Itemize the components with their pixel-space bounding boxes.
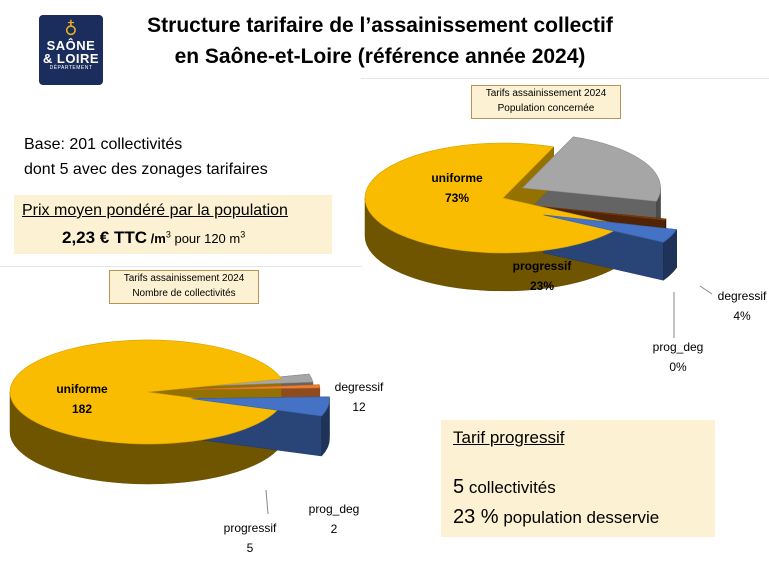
title-line1: Structure tarifaire de l’assainissement … bbox=[147, 14, 613, 37]
pie-label-uniforme: uniforme bbox=[56, 382, 108, 396]
pie-slice-progressif bbox=[521, 136, 661, 202]
pie-slice-degressif bbox=[543, 214, 678, 243]
pie-label-progressif: progressif bbox=[224, 521, 277, 535]
pie-label-uniforme: uniforme bbox=[431, 171, 483, 185]
logo-line2: & LOIRE bbox=[42, 51, 100, 66]
chart2-title-box: Tarifs assainissement 2024 Nombre de col… bbox=[109, 270, 259, 304]
pie-leader-line bbox=[265, 489, 269, 515]
pie-value-degressif: 4% bbox=[733, 309, 751, 323]
divider-top bbox=[361, 78, 769, 79]
pie-label-prog_deg: prog_deg bbox=[653, 340, 704, 354]
logo-line1: SAÔNE bbox=[46, 38, 96, 53]
pie-slice-prog_deg bbox=[181, 384, 321, 391]
price-box: Prix moyen pondéré par la population 2,2… bbox=[14, 195, 332, 254]
chart1-title-box: Tarifs assainissement 2024 Population co… bbox=[471, 85, 621, 119]
progressif-count: 5 collectivités bbox=[453, 476, 556, 499]
pie-value-prog_deg: 0% bbox=[669, 360, 687, 374]
price-unit-a: /m bbox=[150, 231, 166, 246]
base-line1: Base: 201 collectivités bbox=[24, 136, 183, 153]
progressif-pop-num: 23 % bbox=[453, 506, 499, 528]
departement-logo: ♁ SAÔNE & LOIRE DÉPARTEMENT bbox=[39, 15, 103, 85]
price-value-line: 2,23 € TTC /m3 pour 120 m3 bbox=[62, 228, 245, 248]
chart2-title: Tarifs assainissement 2024 bbox=[123, 273, 245, 284]
pie-slice-degressif bbox=[191, 396, 330, 417]
logo-line3: DÉPARTEMENT bbox=[49, 65, 93, 71]
pie-value-uniforme: 182 bbox=[72, 402, 92, 416]
pie-slice-uniforme bbox=[364, 142, 624, 254]
pie-label-degressif: degressif bbox=[718, 289, 767, 303]
pie-slice-prog_deg bbox=[531, 205, 667, 221]
pie-label-progressif: progressif bbox=[513, 259, 573, 273]
price-unit-b: pour 120 m bbox=[170, 231, 241, 246]
progressif-pop: 23 % population desservie bbox=[453, 506, 659, 529]
chart1-title: Tarifs assainissement 2024 bbox=[485, 88, 607, 99]
divider-mid bbox=[0, 266, 362, 267]
progressif-pop-text: population desservie bbox=[498, 508, 660, 527]
progressif-heading: Tarif progressif bbox=[453, 428, 565, 447]
pie-label-prog_deg: prog_deg bbox=[309, 502, 360, 516]
base-line2: dont 5 avec des zonages tarifaires bbox=[24, 161, 268, 178]
pie-value-uniforme: 73% bbox=[445, 191, 469, 205]
progressif-count-num: 5 bbox=[453, 476, 465, 498]
page-title: Structure tarifaire de l’assainissement … bbox=[110, 10, 650, 72]
pie-value-degressif: 12 bbox=[352, 400, 366, 414]
pie-value-progressif: 23% bbox=[530, 279, 554, 293]
base-text: Base: 201 collectivités dont 5 avec des … bbox=[24, 132, 268, 182]
progressif-count-text: collectivités bbox=[464, 478, 556, 497]
pie-slice-uniforme bbox=[9, 339, 283, 445]
pie-leader-line bbox=[699, 285, 713, 295]
pie-label-degressif: degressif bbox=[335, 380, 384, 394]
chart1-subtitle: Population concernée bbox=[497, 103, 595, 114]
chart2-subtitle: Nombre de collectivités bbox=[132, 288, 236, 299]
progressif-box: Tarif progressif 5 collectivités 23 % po… bbox=[441, 420, 715, 537]
pie-value-progressif: 5 bbox=[247, 541, 254, 555]
logo-mark-icon: ♁ bbox=[64, 17, 78, 38]
pie-value-prog_deg: 2 bbox=[331, 522, 338, 536]
price-sup-a: 3 bbox=[165, 229, 171, 240]
price-sup-b: 3 bbox=[240, 229, 246, 240]
price-label: Prix moyen pondéré par la population bbox=[22, 202, 288, 219]
price-value: 2,23 € TTC bbox=[62, 228, 148, 247]
title-line2: en Saône-et-Loire (référence année 2024) bbox=[174, 45, 586, 68]
